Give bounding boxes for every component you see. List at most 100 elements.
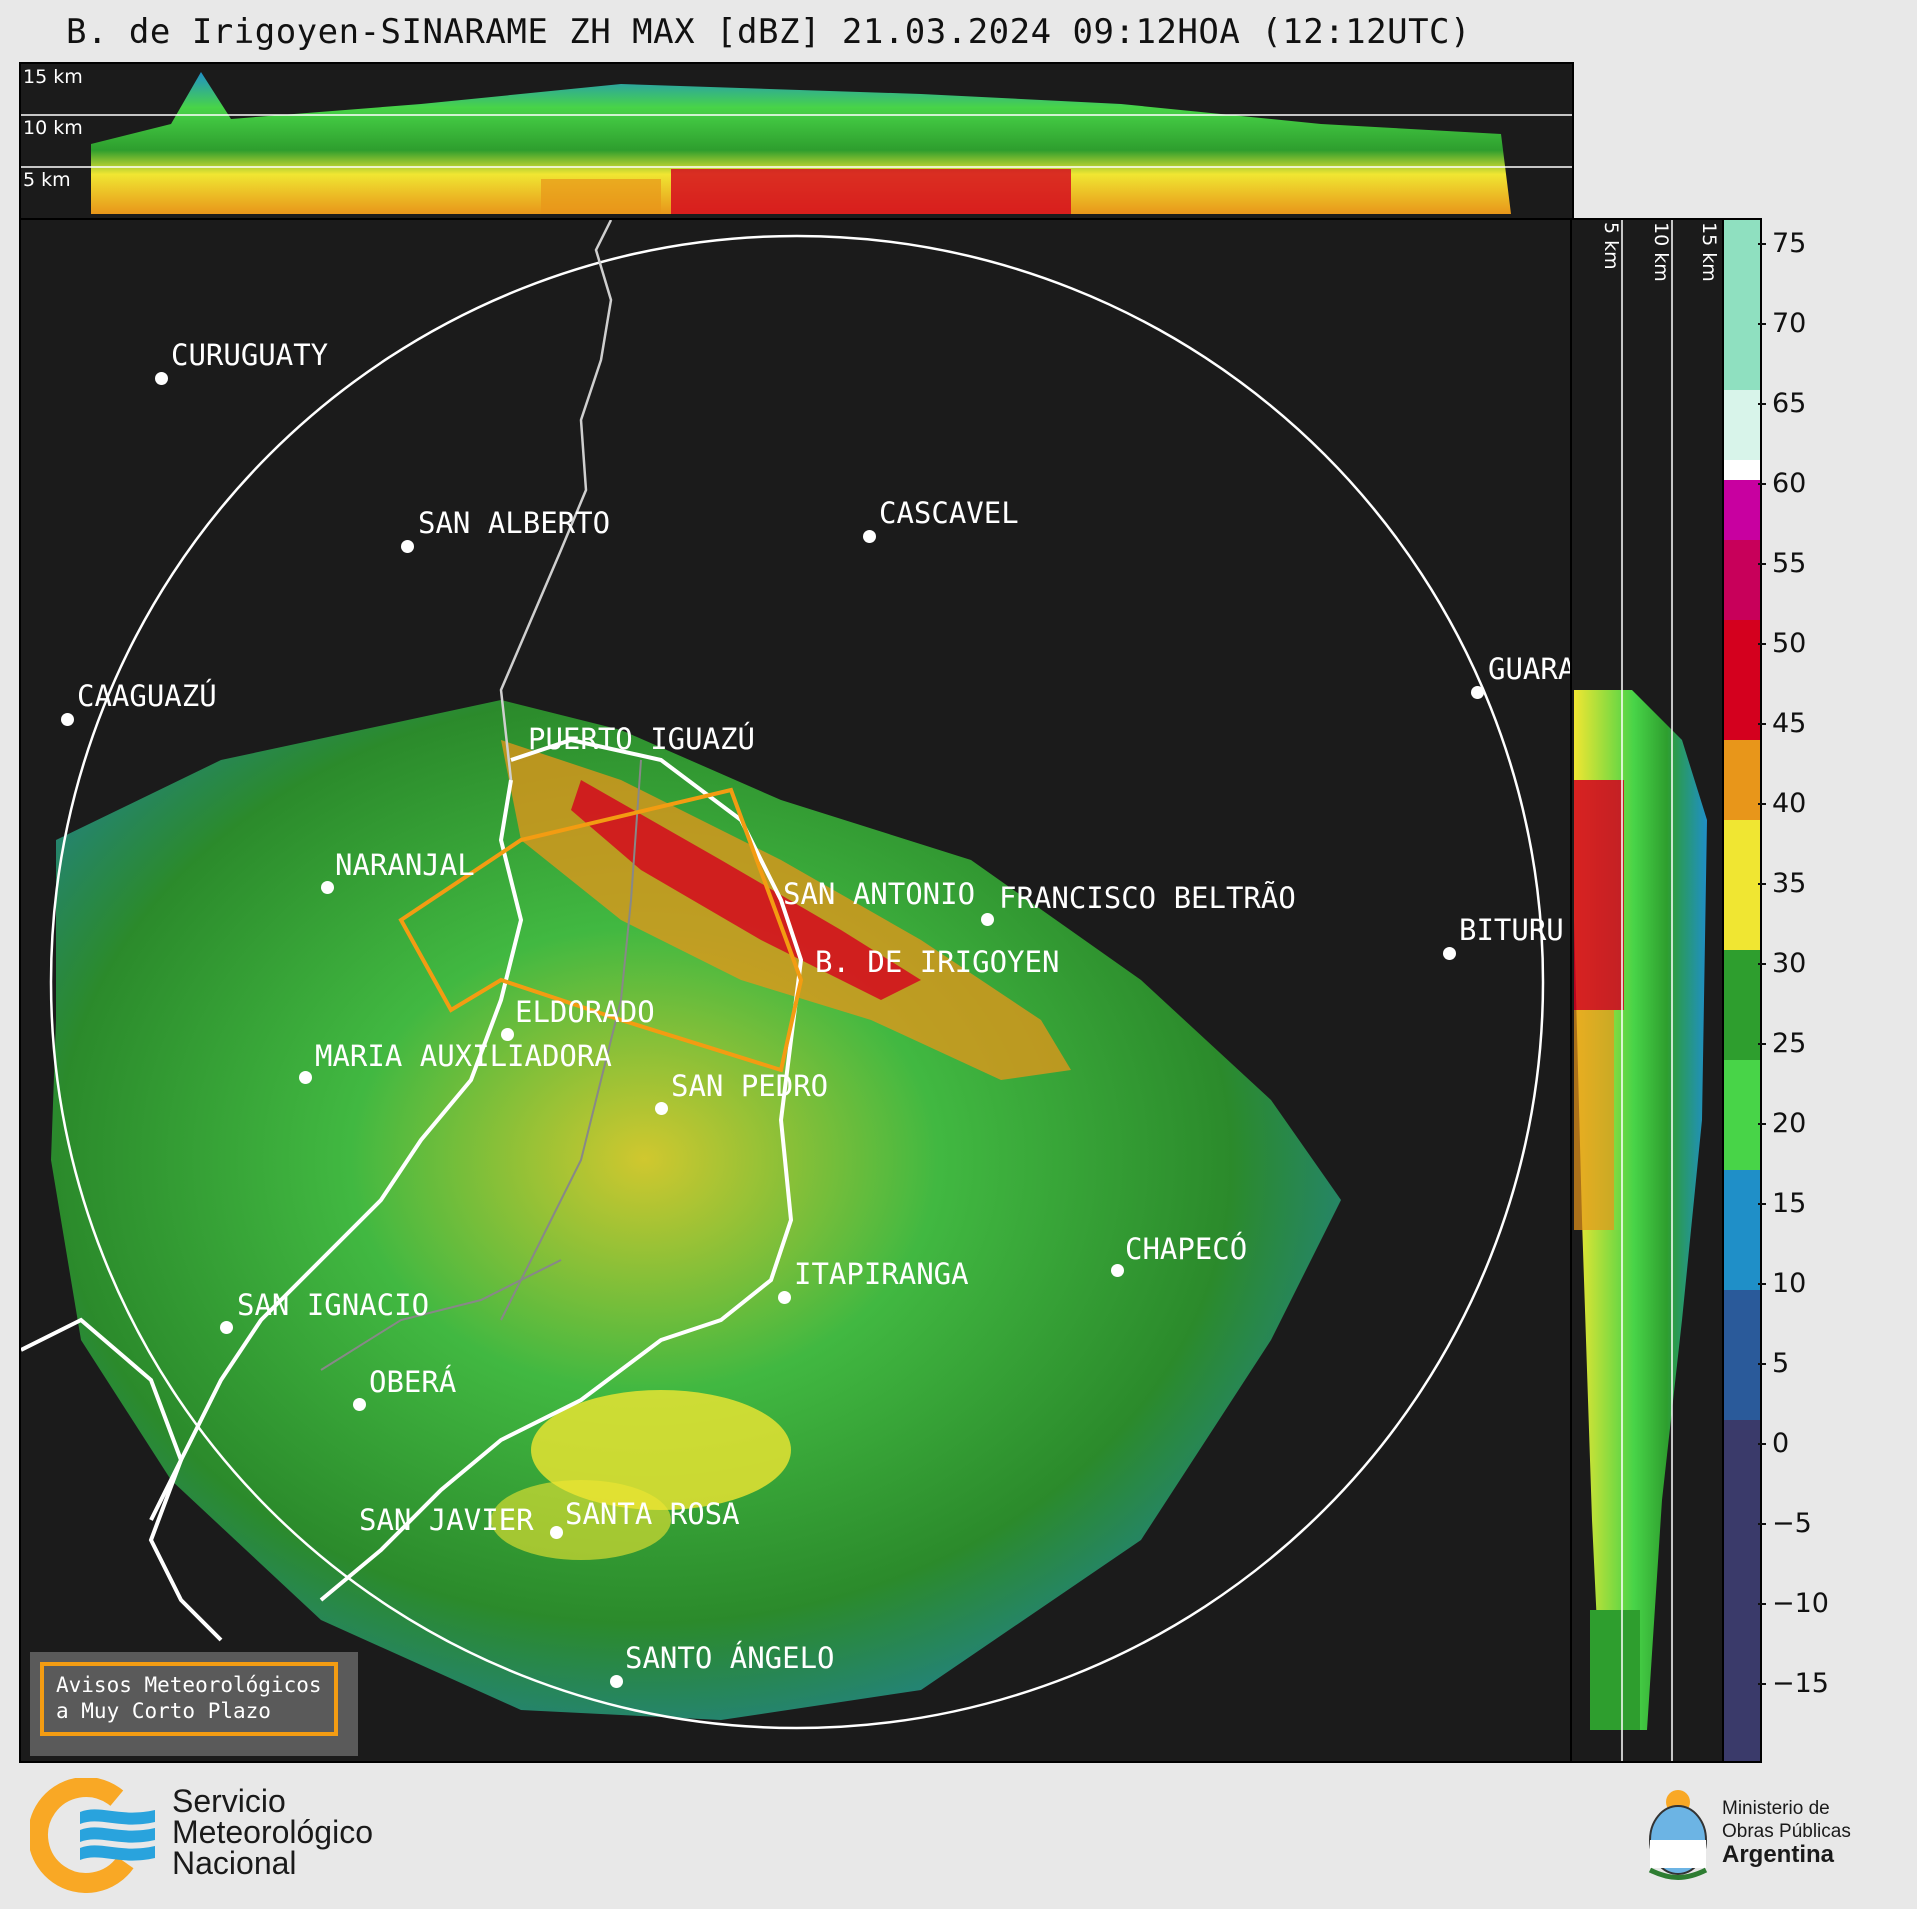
colorbar-label: −15 xyxy=(1772,1668,1829,1699)
height-label-side-10km: 10 km xyxy=(1650,222,1672,282)
city-label-b-de-irigoyen: B. DE IRIGOYEN xyxy=(815,945,1060,979)
colorbar-label: 25 xyxy=(1772,1028,1807,1059)
colorbar-tick xyxy=(1758,563,1766,565)
city-label-san-alberto: SAN ALBERTO xyxy=(418,506,611,540)
city-dot-curuguaty xyxy=(155,372,168,385)
colorbar-tick xyxy=(1758,1203,1766,1205)
city-dot-eldorado xyxy=(501,1028,514,1041)
colorbar-label: 40 xyxy=(1772,788,1807,819)
height-label-side-5km: 5 km xyxy=(1600,222,1622,270)
city-label-guara: GUARA xyxy=(1488,652,1574,686)
city-label-francisco-beltrao: FRANCISCO BELTRÃO xyxy=(999,881,1296,915)
colorbar-label: 60 xyxy=(1772,468,1807,499)
ministerio-line-2: Obras Públicas xyxy=(1722,1821,1851,1842)
city-label-chapeco: CHAPECÓ xyxy=(1125,1232,1248,1266)
smn-name: Servicio Meteorológico Nacional xyxy=(172,1783,373,1881)
city-label-santo-angelo: SANTO ÁNGELO xyxy=(625,1641,835,1675)
ministerio-line-1: Ministerio de xyxy=(1722,1798,1830,1819)
smn-line-3: Nacional xyxy=(172,1845,297,1881)
top-cross-section-panel: 15 km 10 km 5 km xyxy=(19,62,1574,221)
colorbar-tick xyxy=(1758,1523,1766,1525)
city-dot-itapiranga xyxy=(778,1291,791,1304)
city-dot-francisco-beltrao xyxy=(981,913,994,926)
colorbar-label: 10 xyxy=(1772,1268,1807,1299)
height-label-side-15km: 15 km xyxy=(1698,222,1720,282)
city-label-naranjal: NARANJAL xyxy=(335,848,475,882)
map-title: B. de Irigoyen-SINARAME ZH MAX [dBZ] 21.… xyxy=(66,12,1471,52)
colorbar-label: 30 xyxy=(1772,948,1807,979)
colorbar-tick xyxy=(1758,1043,1766,1045)
colorbar-label: 65 xyxy=(1772,388,1807,419)
city-label-maria-auxiliadora: MARIA AUXILIADORA xyxy=(315,1039,612,1073)
city-dot-san-pedro xyxy=(655,1102,668,1115)
colorbar-tick xyxy=(1758,243,1766,245)
height-label-15km: 15 km xyxy=(23,66,83,88)
colorbar-tick xyxy=(1758,323,1766,325)
city-dot-guara xyxy=(1471,686,1484,699)
argentina-coat-of-arms-icon xyxy=(1648,1790,1708,1880)
city-dot-santo-angelo xyxy=(610,1675,623,1688)
colorbar-tick xyxy=(1758,1283,1766,1285)
city-label-eldorado: ELDORADO xyxy=(515,995,655,1029)
colorbar-label: 70 xyxy=(1772,308,1807,339)
colorbar-label: 45 xyxy=(1772,708,1807,739)
city-dot-santa-rosa xyxy=(550,1526,563,1539)
city-dot-maria-auxiliadora xyxy=(299,1071,312,1084)
colorbar-tick xyxy=(1758,1123,1766,1125)
height-label-5km: 5 km xyxy=(23,169,71,191)
aviso-legend-frame: Avisos Meteorológicos a Muy Corto Plazo xyxy=(40,1662,338,1736)
city-dot-naranjal xyxy=(321,881,334,894)
colorbar-tick xyxy=(1758,1443,1766,1445)
colorbar-tick xyxy=(1758,1683,1766,1685)
colorbar-label: 75 xyxy=(1772,228,1807,259)
side-cross-section-panel: 5 km 10 km 15 km xyxy=(1570,218,1725,1763)
colorbar-label: −10 xyxy=(1772,1588,1829,1619)
aviso-line-2: a Muy Corto Plazo xyxy=(56,1699,271,1723)
city-dot-cascavel xyxy=(863,530,876,543)
city-label-bituru: BITURU xyxy=(1459,913,1564,947)
colorbar-label: 50 xyxy=(1772,628,1807,659)
colorbar-tick xyxy=(1758,403,1766,405)
city-dot-caaguazu xyxy=(61,713,74,726)
city-dot-san-ignacio xyxy=(220,1321,233,1334)
city-label-san-pedro: SAN PEDRO xyxy=(671,1069,829,1103)
city-dot-obera xyxy=(353,1398,366,1411)
colorbar-label: 35 xyxy=(1772,868,1807,899)
height-label-10km: 10 km xyxy=(23,117,83,139)
top-cross-section-image xyxy=(21,72,1572,214)
colorbar-tick xyxy=(1758,643,1766,645)
city-label-caaguazu: CAAGUAZÚ xyxy=(77,679,217,713)
radar-reflectivity-image xyxy=(21,220,1545,1730)
smn-line-2: Meteorológico xyxy=(172,1814,373,1850)
city-label-cascavel: CASCAVEL xyxy=(879,496,1019,530)
dbz-colorbar xyxy=(1722,218,1762,1763)
ministerio-line-3: Argentina xyxy=(1722,1841,1835,1868)
colorbar-tick xyxy=(1758,1603,1766,1605)
city-dot-bituru xyxy=(1443,947,1456,960)
colorbar-label: −5 xyxy=(1772,1508,1812,1539)
colorbar-gradient xyxy=(1724,220,1760,1761)
city-label-santa-rosa: SANTA ROSA xyxy=(565,1497,740,1531)
colorbar-label: 55 xyxy=(1772,548,1807,579)
colorbar-label: 15 xyxy=(1772,1188,1807,1219)
city-label-itapiranga: ITAPIRANGA xyxy=(794,1257,969,1291)
colorbar-tick xyxy=(1758,483,1766,485)
city-label-obera: OBERÁ xyxy=(369,1365,457,1399)
radar-map[interactable]: CURUGUATY SAN ALBERTO CASCAVEL CAAGUAZÚ … xyxy=(19,218,1574,1763)
ministerio-name: Ministerio de Obras Públicas Argentina xyxy=(1722,1797,1851,1868)
colorbar-tick xyxy=(1758,1363,1766,1365)
aviso-legend-box: Avisos Meteorológicos a Muy Corto Plazo xyxy=(30,1652,358,1756)
smn-line-1: Servicio xyxy=(172,1783,286,1819)
colorbar-tick xyxy=(1758,963,1766,965)
city-dot-san-alberto xyxy=(401,540,414,553)
aviso-line-1: Avisos Meteorológicos xyxy=(56,1673,322,1697)
colorbar-tick xyxy=(1758,883,1766,885)
colorbar-label: 5 xyxy=(1772,1348,1790,1379)
city-label-san-javier: SAN JAVIER xyxy=(359,1503,534,1537)
colorbar-tick xyxy=(1758,803,1766,805)
colorbar-tick xyxy=(1758,723,1766,725)
city-label-puerto-iguazu: PUERTO IGUAZÚ xyxy=(528,722,755,756)
colorbar-label: 0 xyxy=(1772,1428,1790,1459)
city-label-san-antonio: SAN ANTONIO xyxy=(783,877,976,911)
city-dot-chapeco xyxy=(1111,1264,1124,1277)
